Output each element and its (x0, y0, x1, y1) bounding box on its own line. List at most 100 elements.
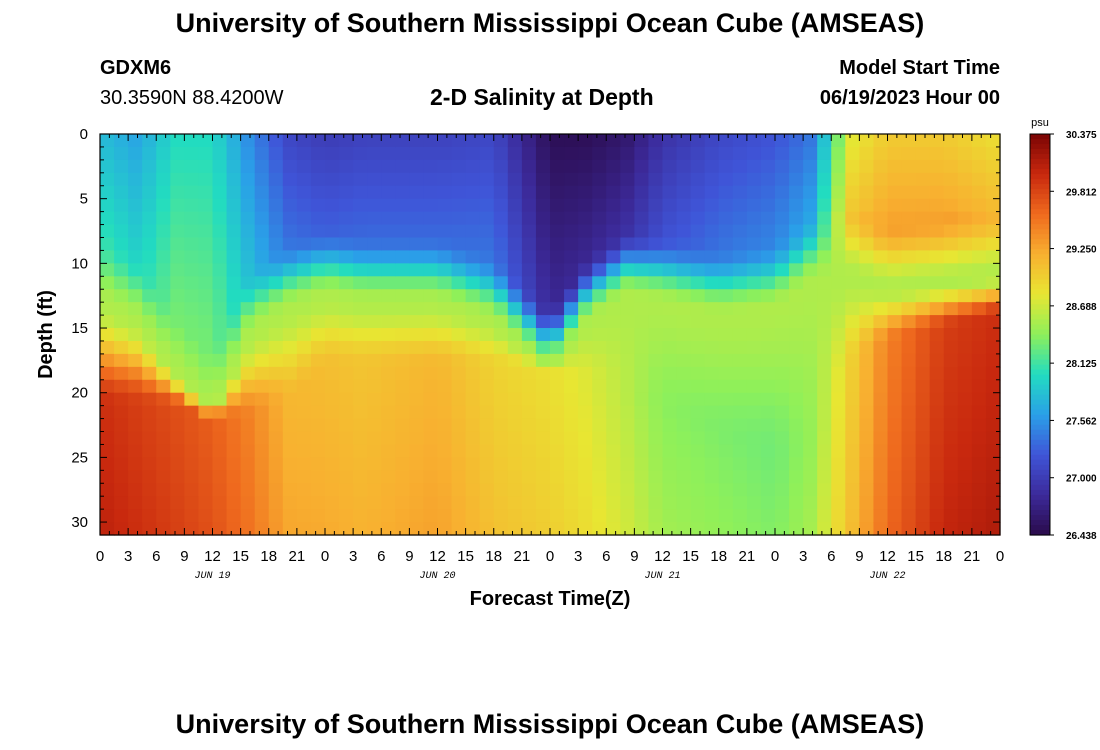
heatmap-cell (184, 444, 200, 458)
heatmap-cell (282, 211, 298, 226)
heatmap-cell (803, 172, 818, 187)
heatmap-cell (367, 289, 382, 303)
heatmap-cell (634, 457, 650, 471)
heatmap-cell (915, 496, 931, 510)
heatmap-cell (325, 379, 340, 394)
heatmap-cell (240, 146, 256, 161)
colorbar-band (1030, 359, 1050, 366)
heatmap-cell (901, 483, 917, 497)
heatmap-cell (732, 366, 748, 381)
heatmap-cell (985, 457, 1001, 471)
colorbar-band (1030, 229, 1050, 235)
heatmap-cell (578, 289, 593, 303)
heatmap-cell (901, 353, 917, 368)
heatmap-cell (493, 418, 509, 433)
heatmap-cell (634, 522, 650, 536)
heatmap-cell (662, 444, 678, 458)
heatmap-cell (831, 379, 846, 394)
heatmap-cell (296, 496, 312, 510)
x-tick-label: 3 (799, 548, 807, 565)
heatmap-cell (114, 185, 129, 200)
heatmap-cell (465, 263, 481, 277)
heatmap-cell (718, 444, 734, 458)
heatmap-cell (493, 315, 509, 329)
heatmap-cell (353, 509, 368, 523)
heatmap-cell (578, 185, 593, 200)
heatmap-cell (367, 522, 382, 536)
heatmap-cell (367, 496, 382, 510)
heatmap-cell (662, 418, 678, 433)
heatmap-cell (732, 289, 748, 303)
heatmap-cell (789, 444, 804, 458)
heatmap-cell (156, 146, 171, 161)
heatmap-cell (789, 457, 804, 471)
heatmap-cell (887, 405, 903, 420)
heatmap-cell (325, 198, 340, 213)
heatmap-cell (409, 134, 425, 148)
heatmap-cell (901, 159, 917, 174)
heatmap-cell (550, 159, 565, 174)
heatmap-cell (184, 470, 200, 484)
heatmap-cell (325, 211, 340, 226)
heatmap-cell (620, 444, 635, 458)
heatmap-cell (845, 159, 860, 174)
heatmap-cell (845, 392, 860, 407)
heatmap-cell (732, 509, 748, 523)
heatmap-cell (114, 522, 129, 536)
heatmap-cell (971, 134, 987, 148)
heatmap-cell (662, 237, 678, 252)
x-tick-label: 21 (514, 548, 531, 565)
heatmap-cell (282, 159, 298, 174)
heatmap-cell (367, 431, 382, 446)
heatmap-cell (184, 457, 200, 471)
heatmap-cell (578, 457, 593, 471)
heatmap-cell (648, 418, 664, 433)
heatmap-cell (676, 379, 692, 394)
heatmap-cell (423, 522, 439, 536)
heatmap-cell (831, 224, 846, 239)
heatmap-cell (114, 263, 129, 277)
heatmap-cell (690, 276, 706, 290)
heatmap-cell (901, 211, 917, 226)
heatmap-cell (929, 276, 945, 290)
heatmap-cell (817, 483, 832, 497)
heatmap-cell (606, 237, 621, 252)
heatmap-cell (395, 185, 410, 200)
heatmap-cell (268, 470, 284, 484)
heatmap-cell (606, 211, 621, 226)
heatmap-cell (845, 211, 860, 226)
heatmap-cell (943, 328, 959, 342)
heatmap-cell (296, 276, 312, 290)
colorbar-band (1030, 139, 1050, 145)
heatmap-cell (971, 328, 987, 342)
heatmap-cell (198, 159, 214, 174)
heatmap-cell (718, 198, 734, 213)
heatmap-cell (550, 185, 565, 200)
heatmap-cell (718, 496, 734, 510)
heatmap-cell (775, 366, 790, 381)
heatmap-cell (479, 418, 495, 433)
heatmap-cell (592, 366, 607, 381)
heatmap-cell (634, 405, 650, 420)
heatmap-cell (831, 483, 846, 497)
heatmap-cell (521, 211, 537, 226)
heatmap-cell (451, 224, 467, 239)
heatmap-cell (282, 328, 298, 342)
heatmap-cell (535, 405, 551, 420)
heatmap-cell (296, 134, 312, 148)
heatmap-cell (789, 496, 804, 510)
heatmap-cell (915, 185, 931, 200)
heatmap-cell (634, 431, 650, 446)
heatmap-cell (704, 237, 720, 252)
heatmap-cell (873, 315, 889, 329)
heatmap-cell (901, 263, 917, 277)
heatmap-cell (732, 185, 748, 200)
heatmap-cell (254, 172, 270, 187)
heatmap-cell (423, 405, 439, 420)
heatmap-cell (282, 237, 298, 252)
heatmap-cell (100, 405, 115, 420)
heatmap-cell (887, 224, 903, 239)
heatmap-cell (212, 224, 228, 239)
heatmap-cell (535, 289, 551, 303)
heatmap-cell (521, 263, 537, 277)
